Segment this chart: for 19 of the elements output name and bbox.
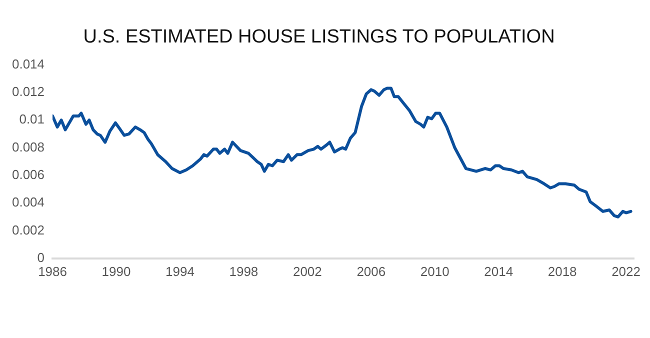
y-tick-label: 0 — [37, 250, 45, 265]
x-tick-label: 2006 — [356, 264, 386, 279]
x-tick-label: 1994 — [166, 264, 194, 279]
y-tick-label: 0.006 — [12, 167, 45, 182]
y-tick-label: 0.01 — [19, 112, 45, 127]
x-tick-label: 1990 — [102, 264, 131, 279]
y-tick-label: 0.008 — [12, 139, 45, 154]
x-tick-label: 2010 — [420, 264, 450, 279]
y-tick-label: 0.004 — [12, 194, 45, 210]
x-tick-label: 1998 — [229, 264, 258, 279]
y-tick-label: 0.012 — [12, 84, 45, 100]
x-tick-label: 1986 — [38, 264, 67, 279]
x-tick-label: 2014 — [484, 264, 514, 279]
x-tick-label: 2002 — [292, 264, 322, 279]
chart-title: U.S. ESTIMATED HOUSE LISTINGS TO POPULATION — [83, 26, 555, 48]
y-tick-label: 0.014 — [12, 56, 45, 72]
x-tick-label: 2022 — [612, 264, 640, 279]
y-tick-label: 0.002 — [12, 222, 45, 238]
x-tick-label: 2018 — [548, 264, 577, 279]
